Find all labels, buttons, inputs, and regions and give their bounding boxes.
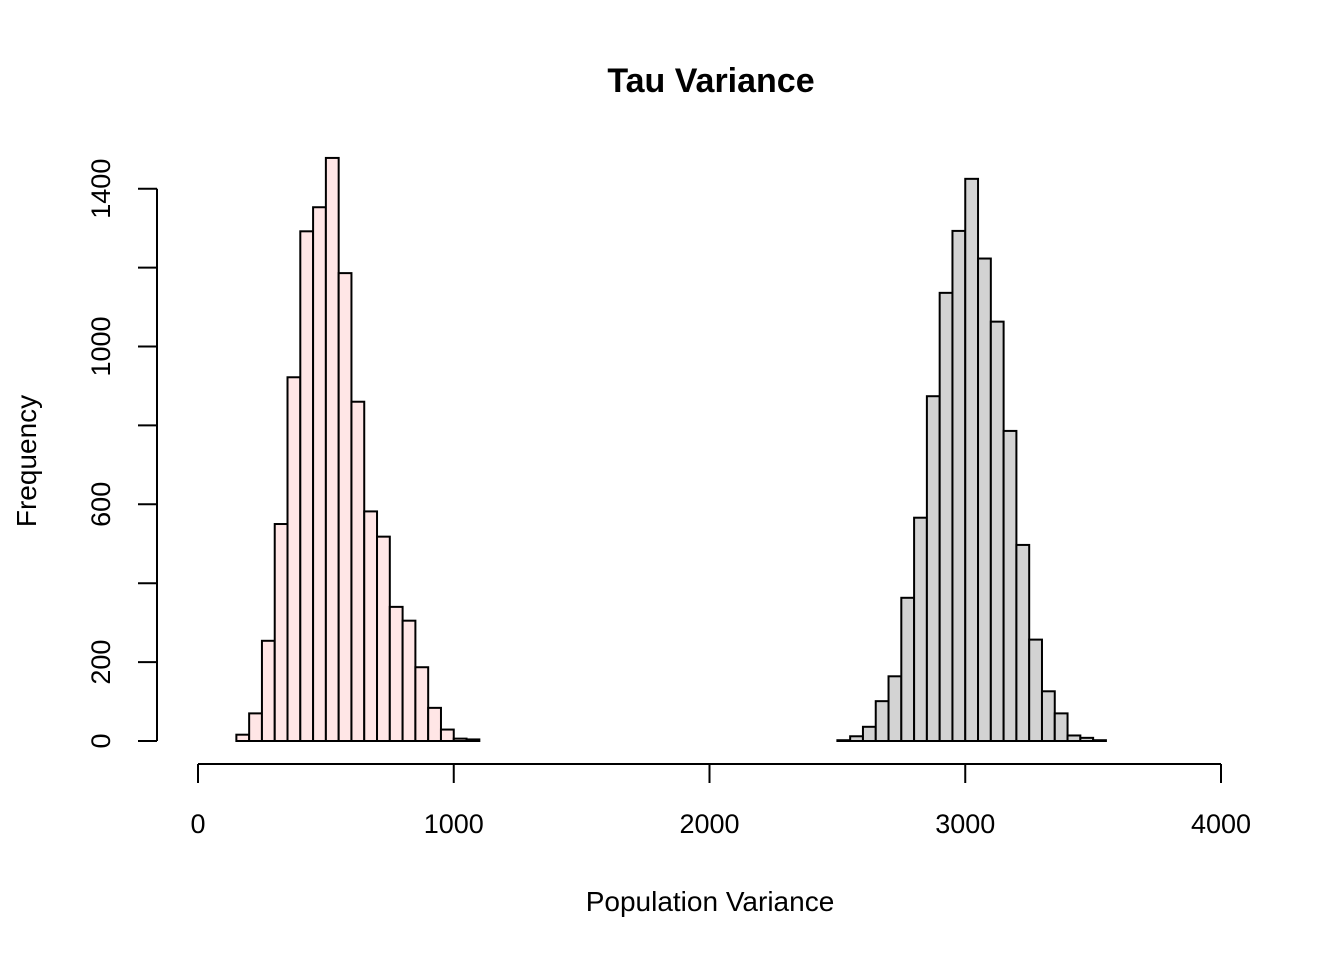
histogram-bar-s1-14 xyxy=(401,619,417,742)
histogram-bar-s2-23 xyxy=(1092,739,1107,743)
histogram-bar-s2-7 xyxy=(887,675,903,742)
histogram-bar-s1-2 xyxy=(248,712,263,743)
histogram-bar-s1-4 xyxy=(273,523,289,743)
histogram-bar-s1-5 xyxy=(286,376,302,742)
x-tick-label: 0 xyxy=(190,809,205,839)
histogram-bar-s2-16 xyxy=(1002,429,1018,742)
y-tick-label: 0 xyxy=(86,733,116,748)
histogram-bar-s1-12 xyxy=(376,535,391,743)
histogram-bar-s1-9 xyxy=(337,272,353,742)
histogram-bar-s2-21 xyxy=(1066,734,1082,742)
histogram-bar-s2-9 xyxy=(913,516,928,743)
histogram-bar-s1-11 xyxy=(363,510,379,742)
histogram-bar-s2-18 xyxy=(1028,638,1043,742)
histogram-bar-s1-19 xyxy=(465,738,481,742)
x-tick-label: 2000 xyxy=(679,809,739,839)
histogram-bar-s1-1 xyxy=(235,733,251,743)
histogram-bar-s1-6 xyxy=(299,230,315,742)
histogram-bar-s2-3 xyxy=(836,739,852,743)
histogram-bar-s1-7 xyxy=(312,206,327,743)
histogram-bar-s2-20 xyxy=(1053,712,1069,743)
histogram-bar-s1-16 xyxy=(427,706,442,742)
histogram-bar-s2-8 xyxy=(900,596,916,742)
y-tick-label: 600 xyxy=(86,482,116,527)
histogram-bar-s2-5 xyxy=(861,725,877,742)
histogram-bar-s2-13 xyxy=(964,177,980,742)
x-axis-label: Population Variance xyxy=(586,886,835,917)
x-tick-label: 1000 xyxy=(424,809,484,839)
x-tick-label: 3000 xyxy=(935,809,995,839)
x-tick-label: 4000 xyxy=(1191,809,1251,839)
histogram-bar-s1-3 xyxy=(260,639,276,742)
histogram-bar-s2-10 xyxy=(925,395,941,742)
histogram-bar-s2-14 xyxy=(977,257,992,742)
histogram-bar-s2-22 xyxy=(1079,736,1095,743)
y-axis-label: Frequency xyxy=(11,395,42,527)
x-axis: 0 1000 2000 3000 4000 xyxy=(190,763,1251,839)
histogram-bar-s2-4 xyxy=(849,735,864,743)
y-tick-label: 1400 xyxy=(86,159,116,219)
histogram-bar-s1-15 xyxy=(414,666,430,742)
y-tick-label: 1000 xyxy=(86,316,116,376)
bars-layer xyxy=(235,156,1107,743)
histogram-bar-s1-17 xyxy=(439,728,455,742)
histogram-bar-s2-17 xyxy=(1015,543,1031,742)
histogram-bar-s1-13 xyxy=(388,605,404,742)
y-tick-label: 200 xyxy=(86,640,116,685)
histogram-bar-s2-11 xyxy=(938,291,954,742)
y-axis: 0 200 600 1000 1400 xyxy=(86,159,158,749)
histogram-bar-s2-19 xyxy=(1040,690,1056,742)
histogram-bar-s2-12 xyxy=(951,229,967,742)
chart-title: Tau Variance xyxy=(607,62,814,100)
histogram-bar-s2-15 xyxy=(989,320,1005,742)
histogram-bar-s1-10 xyxy=(350,400,366,742)
histogram-bar-s2-6 xyxy=(874,700,890,742)
histogram-bar-s1-18 xyxy=(452,737,468,743)
histogram-bar-s1-8 xyxy=(324,156,340,742)
